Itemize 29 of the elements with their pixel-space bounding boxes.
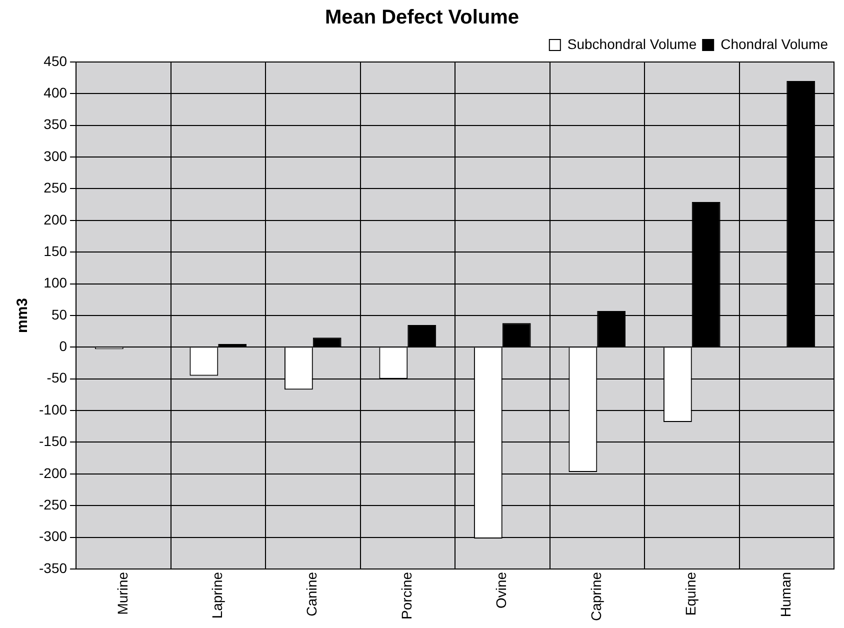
- x-tick-label: Canine: [304, 572, 320, 616]
- y-tick-label: 200: [44, 211, 68, 228]
- y-tick-label: -300: [38, 528, 68, 544]
- x-tick-label: Caprine: [588, 572, 604, 622]
- y-tick-label: -100: [38, 401, 68, 418]
- x-tick-label: Human: [777, 572, 794, 618]
- y-tick-label: -150: [38, 433, 68, 450]
- x-tick-label: Equine: [682, 572, 699, 616]
- y-tick-label: -50: [46, 370, 68, 386]
- y-tick-label: 0: [59, 338, 68, 354]
- x-tick-label: Porcine: [398, 572, 414, 620]
- y-axis-title: mm3: [14, 298, 32, 333]
- y-tick-label: -200: [38, 464, 68, 481]
- y-tick-label: -350: [38, 560, 68, 576]
- x-tick-label: Ovine: [493, 572, 510, 609]
- y-tick-label: 250: [44, 180, 68, 196]
- y-tick-label: 300: [44, 148, 68, 164]
- y-tick-label: 100: [44, 274, 68, 291]
- x-tick-label: Murine: [114, 572, 130, 615]
- y-tick-label: -250: [38, 496, 68, 512]
- y-tick-label: 400: [44, 84, 68, 101]
- legend-label: Chondral Volume: [720, 36, 828, 52]
- y-tick-label: 450: [44, 52, 68, 69]
- chart-title: Mean Defect Volume: [324, 6, 520, 29]
- x-tick-label: Laprine: [209, 572, 225, 619]
- y-tick-label: 350: [44, 116, 68, 132]
- y-tick-label: 150: [44, 242, 68, 259]
- legend-label: Subchondral Volume: [567, 36, 697, 52]
- y-tick-label: 50: [51, 306, 68, 322]
